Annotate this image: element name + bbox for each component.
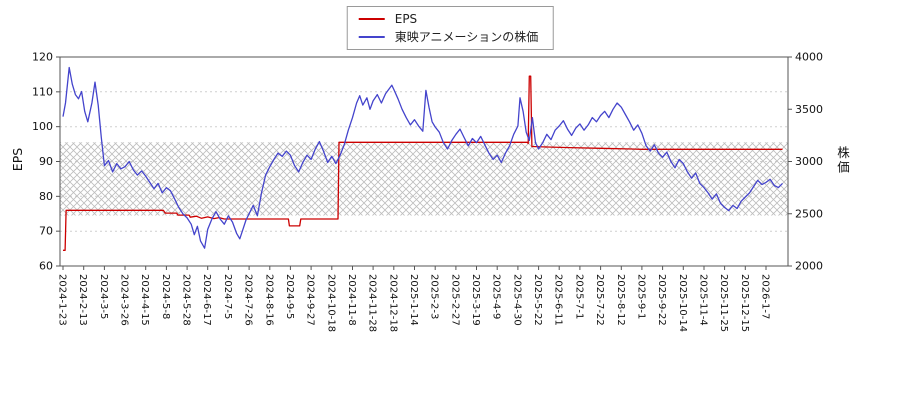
- left-axis-tick-label: 60: [39, 260, 53, 273]
- legend-item-eps: EPS: [358, 12, 539, 26]
- right-axis-title: 株価: [835, 146, 850, 175]
- x-tick-label: 2024-3-26: [119, 274, 130, 326]
- x-tick-label: 2025-4-30: [511, 274, 522, 326]
- x-tick-label: 2024-7-5: [222, 274, 233, 319]
- x-tick-label: 2025-9-1: [635, 274, 646, 319]
- left-axis-tick-label: 70: [39, 225, 53, 238]
- x-tick-label: 2024-2-13: [77, 274, 88, 326]
- x-tick-label: 2025-5-22: [532, 274, 543, 326]
- left-axis-title: EPS: [10, 147, 26, 172]
- x-tick-label: 2024-10-18: [325, 274, 336, 332]
- left-axis-tick-label: 110: [32, 85, 53, 98]
- x-tick-label: 2026-1-7: [760, 274, 771, 319]
- eps-line-swatch-icon: [358, 18, 385, 20]
- x-tick-label: 2025-1-14: [408, 274, 419, 326]
- eps-forecast-band: [60, 142, 788, 216]
- x-tick-label: 2025-9-22: [656, 274, 667, 326]
- legend-item-stock-price: 東映アニメーションの株価: [358, 30, 539, 44]
- left-axis-tick-label: 90: [39, 155, 53, 168]
- x-tick-label: 2024-5-8: [160, 274, 171, 319]
- x-tick-label: 2025-10-14: [677, 274, 688, 332]
- x-tick-label: 2024-3-5: [98, 274, 109, 319]
- x-tick-label: 2024-11-8: [346, 274, 357, 326]
- x-tick-label: 2024-9-27: [305, 274, 316, 326]
- left-axis-tick-label: 100: [32, 120, 53, 133]
- left-axis-tick-label: 120: [32, 51, 53, 64]
- eps-series-line: [63, 75, 783, 251]
- x-tick-label: 2024-1-23: [57, 274, 68, 326]
- x-tick-label: 2024-4-15: [139, 274, 150, 326]
- x-tick-label: 2024-12-18: [387, 274, 398, 332]
- x-tick-label: 2024-6-17: [201, 274, 212, 326]
- x-tick-label: 2025-7-22: [594, 274, 605, 326]
- x-tick-label: 2024-5-28: [181, 274, 192, 326]
- legend-label-stock-price: 東映アニメーションの株価: [394, 30, 539, 44]
- right-axis-tick-label: 4000: [795, 51, 823, 64]
- x-tick-label: 2025-2-27: [449, 274, 460, 326]
- x-tick-label: 2025-11-4: [698, 274, 709, 326]
- x-tick-label: 2025-8-12: [615, 274, 626, 326]
- x-tick-label: 2025-11-25: [718, 274, 729, 332]
- legend: EPS 東映アニメーションの株価: [346, 6, 554, 50]
- x-tick-label: 2025-3-19: [470, 274, 481, 326]
- x-tick-label: 2025-12-15: [739, 274, 750, 332]
- x-tick-label: 2025-2-3: [429, 274, 440, 319]
- left-axis-tick-label: 80: [39, 190, 53, 203]
- x-tick-label: 2025-4-9: [491, 274, 502, 319]
- legend-label-eps: EPS: [394, 12, 418, 26]
- right-axis-tick-label: 3000: [795, 155, 823, 168]
- x-tick-label: 2025-7-1: [573, 274, 584, 319]
- right-axis-tick-label: 2000: [795, 260, 823, 273]
- x-tick-label: 2025-6-11: [553, 274, 564, 326]
- x-tick-label: 2024-7-26: [243, 274, 254, 326]
- x-tick-label: 2024-9-5: [284, 274, 295, 319]
- stock-price-line-swatch-icon: [358, 36, 385, 38]
- x-tick-label: 2024-11-28: [367, 274, 378, 332]
- stock-price-series-line: [62, 66, 783, 249]
- right-axis-tick-label: 3500: [795, 103, 823, 116]
- right-axis-tick-label: 2500: [795, 207, 823, 220]
- x-tick-label: 2024-8-16: [263, 274, 274, 326]
